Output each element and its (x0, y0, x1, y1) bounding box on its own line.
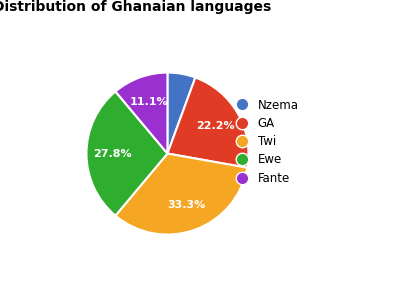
Text: 22.2%: 22.2% (196, 121, 234, 131)
Text: 27.8%: 27.8% (93, 149, 132, 158)
Legend: Nzema, GA, Twi, Ewe, Fante: Nzema, GA, Twi, Ewe, Fante (226, 94, 303, 189)
Wedge shape (167, 73, 195, 154)
Title: Distribution of Ghanaian languages: Distribution of Ghanaian languages (0, 0, 271, 14)
Wedge shape (115, 73, 167, 154)
Wedge shape (115, 154, 247, 234)
Text: 11.1%: 11.1% (129, 97, 168, 107)
Wedge shape (86, 92, 167, 216)
Wedge shape (167, 77, 249, 168)
Text: 33.3%: 33.3% (167, 200, 205, 210)
